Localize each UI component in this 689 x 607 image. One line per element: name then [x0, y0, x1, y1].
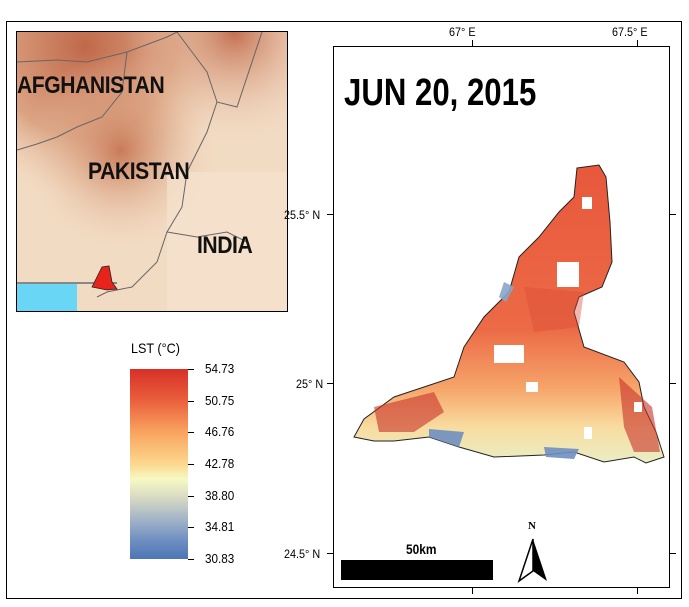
tick-bottom-67-5: [637, 588, 638, 594]
label-india: INDIA: [197, 232, 253, 259]
lat-label-25-5: 25.5° N: [284, 208, 321, 222]
lst-raster: [353, 164, 665, 464]
inset-terrain: [17, 32, 287, 311]
legend-tick-label: 30.83: [205, 551, 235, 566]
tick-top-67: [472, 40, 473, 46]
figure-frame: [6, 21, 682, 599]
legend-tick-label: 42.78: [205, 456, 235, 471]
legend-tick-label: 54.73: [205, 361, 235, 376]
study-area-highlight: [91, 265, 118, 291]
tick-right-24-5: [670, 553, 676, 554]
tick-top-67-5: [637, 40, 638, 46]
legend-colorbar: [130, 369, 188, 559]
legend-tickmark: [188, 527, 194, 529]
tick-right-25-5: [670, 214, 676, 215]
tick-left-25-5: [327, 214, 333, 215]
tick-left-25: [327, 383, 333, 384]
study-region: [353, 164, 665, 464]
map-date: JUN 20, 2015: [344, 72, 537, 114]
north-arrow-icon: [517, 538, 547, 583]
tick-left-24-5: [327, 553, 333, 554]
sea: [17, 282, 77, 311]
main-map-frame: [333, 46, 670, 588]
legend-tick-label: 34.81: [205, 519, 235, 535]
legend-tickmark: [188, 432, 194, 434]
legend-tickmark: [188, 400, 194, 402]
north-label: N: [528, 520, 536, 532]
lon-label-67: 67° E: [449, 25, 476, 39]
legend-tick-label: 50.75: [205, 392, 235, 408]
lat-label-25: 25° N: [296, 377, 324, 391]
tick-right-25: [670, 383, 676, 384]
legend-tickmark: [188, 464, 194, 465]
inset-locator-map: AFGHANISTAN PAKISTAN INDIA: [16, 31, 288, 312]
label-afghanistan: AFGHANISTAN: [17, 72, 165, 99]
label-pakistan: PAKISTAN: [88, 158, 190, 185]
legend-tickmark: [188, 495, 194, 497]
legend-tickmark: [188, 369, 194, 370]
legend-tick-label: 46.76: [205, 424, 235, 440]
lat-label-24-5: 24.5° N: [284, 547, 321, 561]
lon-label-67-5: 67.5° E: [612, 25, 648, 39]
legend-tickmark: [188, 559, 194, 560]
legend-title: LST (°C): [131, 340, 180, 356]
scale-bar: [341, 560, 493, 580]
legend-tick-label: 38.80: [205, 487, 235, 503]
tick-bottom-67: [472, 588, 473, 594]
scale-bar-label: 50km: [406, 541, 437, 557]
